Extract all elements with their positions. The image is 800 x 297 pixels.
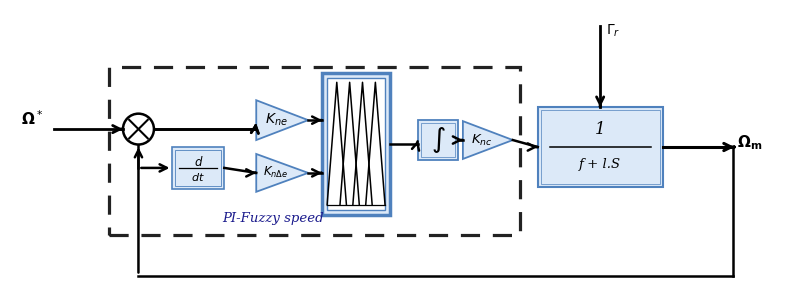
Text: 1: 1 [595, 121, 606, 138]
FancyBboxPatch shape [538, 107, 662, 187]
Text: PI-Fuzzy speed: PI-Fuzzy speed [222, 212, 324, 225]
Text: $dt$: $dt$ [191, 171, 206, 183]
Circle shape [123, 114, 154, 145]
Polygon shape [256, 154, 308, 192]
Text: $K_{ne}$: $K_{ne}$ [265, 112, 287, 128]
Text: $\mathbf{\Omega}^*$: $\mathbf{\Omega}^*$ [21, 110, 43, 129]
FancyBboxPatch shape [322, 73, 390, 215]
Text: $K_{nc}$: $K_{nc}$ [471, 132, 493, 148]
Polygon shape [256, 100, 308, 140]
Text: $K_{n\Delta e}$: $K_{n\Delta e}$ [263, 165, 289, 181]
Polygon shape [463, 121, 513, 159]
Text: $\mathbf{\Omega_m}$: $\mathbf{\Omega_m}$ [738, 134, 762, 152]
FancyBboxPatch shape [172, 147, 224, 189]
Text: $\int$: $\int$ [430, 125, 446, 155]
Text: $\Gamma_r$: $\Gamma_r$ [606, 23, 621, 39]
Text: $d$: $d$ [194, 155, 203, 169]
FancyBboxPatch shape [418, 120, 458, 160]
FancyBboxPatch shape [327, 78, 385, 210]
Text: f + l.S: f + l.S [579, 158, 622, 171]
